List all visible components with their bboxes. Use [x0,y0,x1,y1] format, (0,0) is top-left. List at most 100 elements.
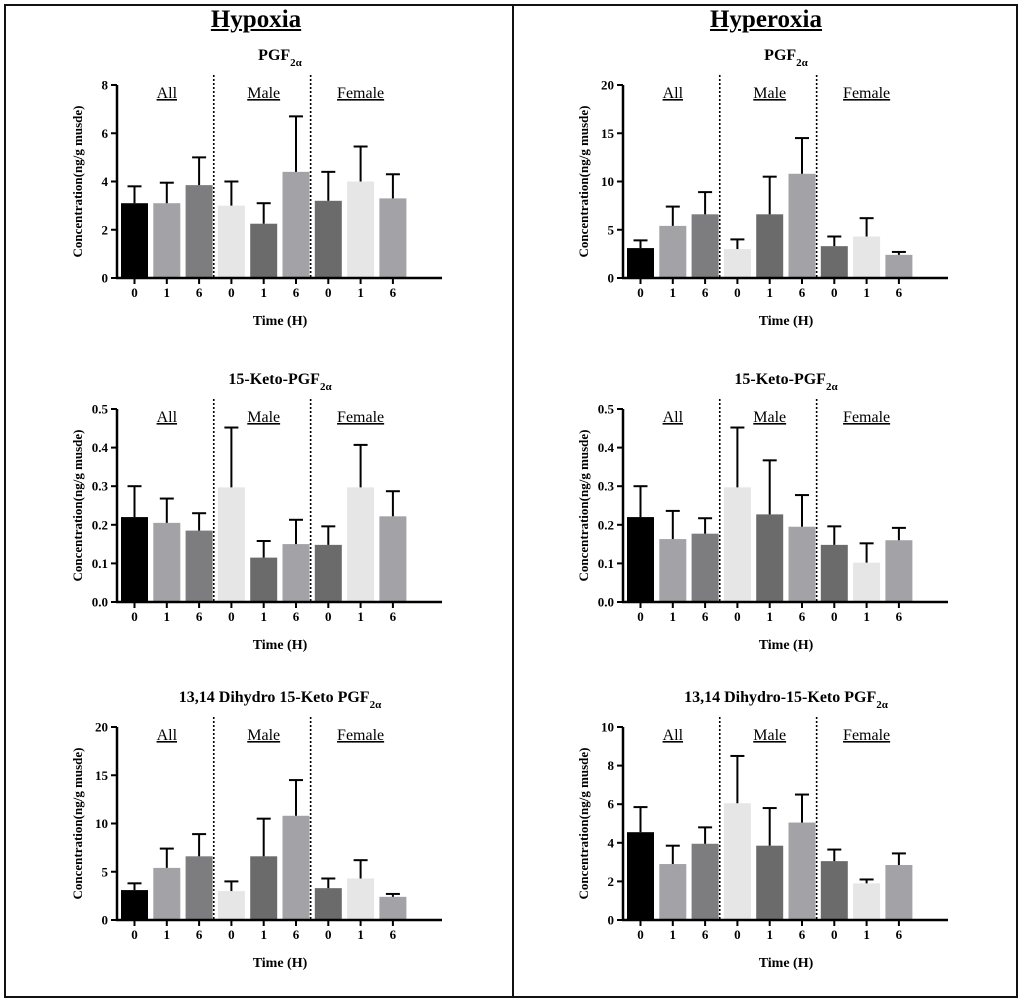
group-label-male: Male [247,85,280,102]
x-axis-label: Time (H) [253,314,308,329]
y-tick-label: 0 [608,913,615,928]
x-axis-label: Time (H) [759,638,814,653]
y-tick-label: 0 [608,271,615,286]
x-tick-label: 6 [799,285,806,300]
x-tick-label: 6 [702,285,709,300]
x-tick-label: 1 [670,285,677,300]
bar [314,200,342,278]
y-tick-label: 15 [601,126,615,141]
bar [820,544,848,602]
x-tick-label: 6 [390,285,397,300]
x-tick-label: 0 [325,285,332,300]
bar [885,540,913,602]
x-tick-label: 1 [670,927,677,942]
hypoxia-column-title: Hypoxia [210,6,302,33]
y-tick-label: 0.1 [92,556,108,571]
x-tick-label: 0 [131,609,138,624]
y-tick-label: 0.2 [92,517,108,532]
bar [788,526,816,602]
chart-title: PGF2α [258,47,303,69]
bar [659,539,687,602]
y-tick-label: 0.0 [598,595,614,610]
y-axis-label: Concentration(ng/g musde) [576,747,591,899]
x-tick-label: 0 [734,285,741,300]
bar [853,236,881,278]
group-label-male: Male [247,409,280,426]
x-tick-label: 0 [734,609,741,624]
bar [379,896,407,920]
x-tick-label: 1 [766,927,773,942]
x-tick-label: 6 [293,285,300,300]
y-tick-label: 10 [601,174,614,189]
y-axis-label: Concentration(ng/g musde) [70,747,85,899]
bar [314,888,342,920]
x-axis-label: Time (H) [253,956,308,971]
y-tick-label: 20 [601,78,614,93]
bar [627,517,654,602]
x-tick-label: 6 [196,285,203,300]
bar [153,522,181,602]
x-tick-label: 1 [863,609,870,624]
bar [788,173,816,278]
bar [820,246,848,278]
chart-title: 15-Keto-PGF2α [734,371,838,393]
x-tick-label: 6 [390,609,397,624]
bar [217,487,245,602]
bar [185,530,213,602]
hypoxia-pgf2a-chart: PGF2α Concentration(ng/g musde) 0 2 4 6 8 All Ma… [70,47,442,329]
y-tick-label: 8 [608,758,615,773]
bar [347,487,375,602]
bar [153,867,181,920]
bar [217,205,245,278]
bar [756,514,784,602]
group-label-female: Female [337,409,384,426]
x-tick-label: 6 [799,927,806,942]
bar [756,214,784,278]
bar [185,856,213,920]
y-tick-label: 20 [95,720,108,735]
bar [788,822,816,920]
y-tick-label: 2 [102,222,109,237]
x-tick-label: 0 [637,927,644,942]
bar [185,185,213,278]
bar [347,878,375,920]
hyperoxia-15keto-chart: 15-Keto-PGF2α Concentration(ng/g musde) 0.… [576,371,948,653]
y-tick-label: 6 [608,797,615,812]
y-axis-label: Concentration(ng/g musde) [576,429,591,581]
y-axis-label: Concentration(ng/g musde) [576,105,591,257]
bar [250,223,278,278]
x-tick-label: 6 [799,609,806,624]
x-tick-label: 0 [831,285,838,300]
x-tick-label: 1 [164,285,171,300]
bar [314,544,342,602]
x-tick-label: 0 [228,285,235,300]
bar [659,864,687,920]
group-label-female: Female [843,409,890,426]
bar [723,249,751,278]
x-tick-label: 1 [357,285,364,300]
y-tick-label: 0.4 [92,440,109,455]
x-tick-label: 0 [831,927,838,942]
y-tick-label: 0.3 [598,479,615,494]
bar [121,517,148,602]
x-tick-label: 6 [196,927,203,942]
x-tick-label: 6 [293,609,300,624]
bar [691,843,719,920]
bar [217,891,245,920]
hypoxia-dihydro-chart: 13,14 Dihydro 15-Keto PGF2α Concentration… [70,689,442,971]
y-tick-label: 0 [102,271,109,286]
x-tick-label: 0 [228,927,235,942]
x-tick-label: 6 [390,927,397,942]
bar [627,248,654,278]
chart-title: 13,14 Dihydro-15-Keto PGF2α [684,689,889,711]
hyperoxia-column-title: Hyperoxia [709,6,823,33]
group-label-male: Male [247,727,280,744]
y-tick-label: 2 [608,874,615,889]
bar [250,557,278,602]
x-tick-label: 1 [164,927,171,942]
x-tick-label: 6 [702,609,709,624]
x-tick-label: 6 [293,927,300,942]
bar [121,890,148,920]
chart-title: 15-Keto-PGF2α [228,371,332,393]
